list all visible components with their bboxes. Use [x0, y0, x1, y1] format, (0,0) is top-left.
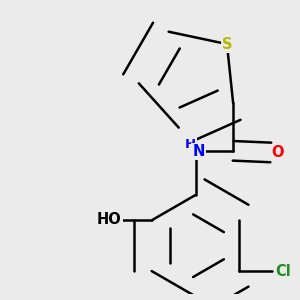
Text: Cl: Cl — [275, 263, 290, 278]
Text: O: O — [272, 145, 284, 160]
Text: N: N — [193, 144, 205, 159]
Text: H: H — [185, 138, 196, 152]
Text: S: S — [222, 37, 232, 52]
Text: HO: HO — [97, 212, 122, 227]
